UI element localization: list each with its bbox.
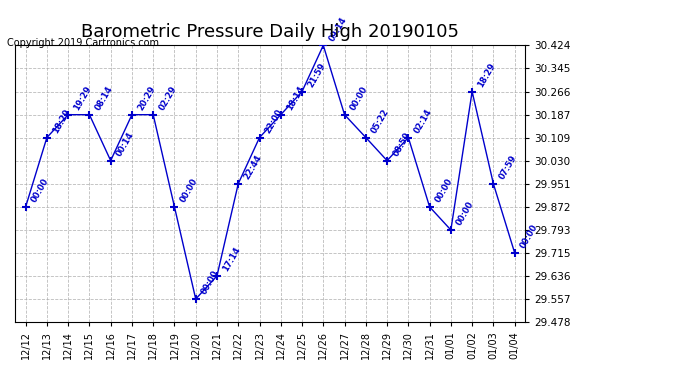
Text: 08:59: 08:59 [391, 130, 413, 158]
Text: 22:44: 22:44 [242, 153, 264, 181]
Text: 00:00: 00:00 [179, 177, 199, 204]
Text: 00:00: 00:00 [348, 85, 370, 112]
Text: 08:14: 08:14 [94, 84, 115, 112]
Text: 18:29: 18:29 [476, 61, 497, 89]
Text: 00:00: 00:00 [519, 223, 540, 250]
Text: 18:14: 18:14 [285, 84, 306, 112]
Text: 09:14: 09:14 [328, 15, 348, 42]
Text: 00:00: 00:00 [200, 269, 221, 296]
Title: Barometric Pressure Daily High 20190105: Barometric Pressure Daily High 20190105 [81, 23, 459, 41]
Text: 02:14: 02:14 [413, 107, 434, 135]
Text: 00:14: 00:14 [115, 130, 136, 158]
Text: 07:59: 07:59 [497, 153, 519, 181]
Text: Copyright 2019 Cartronics.com: Copyright 2019 Cartronics.com [7, 38, 159, 48]
Text: 17:14: 17:14 [221, 246, 242, 273]
Text: 21:59: 21:59 [306, 61, 327, 89]
Text: 20:29: 20:29 [136, 84, 157, 112]
Text: 18:29: 18:29 [51, 107, 72, 135]
Text: 05:22: 05:22 [370, 107, 391, 135]
Text: 19:29: 19:29 [72, 84, 93, 112]
Text: 00:00: 00:00 [434, 177, 455, 204]
Text: Pressure  (Inches/Hg): Pressure (Inches/Hg) [569, 57, 687, 67]
Text: 00:00: 00:00 [455, 200, 476, 227]
Text: 00:00: 00:00 [30, 177, 51, 204]
Text: 02:29: 02:29 [157, 84, 179, 112]
Text: 22:00: 22:00 [264, 107, 285, 135]
